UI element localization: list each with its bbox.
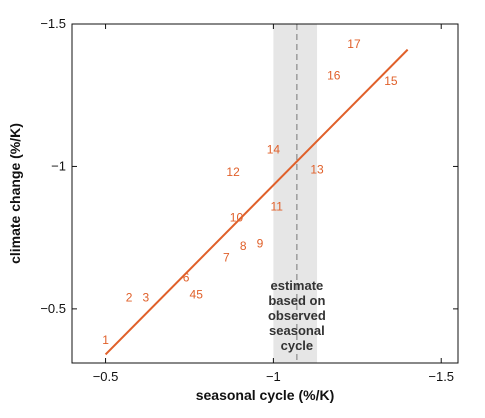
data-point-1: 1 xyxy=(102,333,109,347)
data-point-17: 17 xyxy=(347,37,361,51)
y-tick-label: −1 xyxy=(51,158,66,173)
data-point-14: 14 xyxy=(267,142,281,156)
x-axis-label: seasonal cycle (%/K) xyxy=(196,387,335,403)
y-tick-label: −1.5 xyxy=(40,16,66,31)
y-axis-label: climate change (%/K) xyxy=(7,123,23,264)
data-point-11: 11 xyxy=(271,199,284,213)
data-point-16: 16 xyxy=(327,68,341,82)
plot-frame xyxy=(71,23,459,364)
data-point-10: 10 xyxy=(230,211,244,225)
annotation-line: seasonal xyxy=(269,323,325,338)
annotation-line: based on xyxy=(268,293,325,308)
annotation-line: cycle xyxy=(281,338,314,353)
x-tick-label: −1 xyxy=(266,369,281,384)
data-point-7: 7 xyxy=(223,251,230,265)
data-point-2: 2 xyxy=(126,290,133,304)
data-point-8: 8 xyxy=(240,239,247,253)
x-tick-label: −0.5 xyxy=(93,369,119,384)
x-tick-label: −1.5 xyxy=(428,369,454,384)
data-point-5: 5 xyxy=(196,288,203,302)
data-point-15: 15 xyxy=(384,74,398,88)
data-point-3: 3 xyxy=(142,290,149,304)
estimate-band xyxy=(273,24,318,363)
y-tick-label: −0.5 xyxy=(40,301,66,316)
data-point-13: 13 xyxy=(310,162,324,176)
annotation-line: observed xyxy=(268,308,326,323)
annotation-line: estimate xyxy=(271,278,324,293)
fit-line xyxy=(104,48,409,356)
data-point-12: 12 xyxy=(226,165,240,179)
data-point-4: 4 xyxy=(189,288,196,302)
data-point-9: 9 xyxy=(257,236,264,250)
data-point-6: 6 xyxy=(183,271,190,285)
